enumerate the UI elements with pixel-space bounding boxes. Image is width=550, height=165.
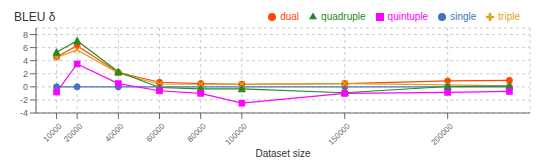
svg-text:2: 2 <box>23 69 28 79</box>
svg-text:4: 4 <box>23 56 28 66</box>
html-text:dual: dual <box>280 11 300 22</box>
svg-text:80000: 80000 <box>186 121 208 143</box>
svg-text:200000: 200000 <box>429 121 455 147</box>
svg-text:40000: 40000 <box>103 121 125 143</box>
html-text:quintuple: quintuple <box>387 11 429 22</box>
svg-text:6: 6 <box>23 43 28 53</box>
svg-text:60000: 60000 <box>144 121 166 143</box>
svg-text:20000: 20000 <box>62 121 84 143</box>
svg-text:Dataset size: Dataset size <box>255 148 310 157</box>
svg-text:-4: -4 <box>20 108 28 118</box>
svg-text:150000: 150000 <box>327 121 353 147</box>
svg-text:100000: 100000 <box>224 121 250 147</box>
svg-text:10000: 10000 <box>42 121 64 143</box>
svg-text:-2: -2 <box>20 95 28 105</box>
html-text:single: single <box>450 11 477 22</box>
svg-text:0: 0 <box>23 82 28 92</box>
svg-text:8: 8 <box>23 30 28 40</box>
html-text:triple: triple <box>498 11 520 22</box>
html-text:BLEU δ: BLEU δ <box>14 10 56 24</box>
html-text:quadruple: quadruple <box>321 11 366 22</box>
